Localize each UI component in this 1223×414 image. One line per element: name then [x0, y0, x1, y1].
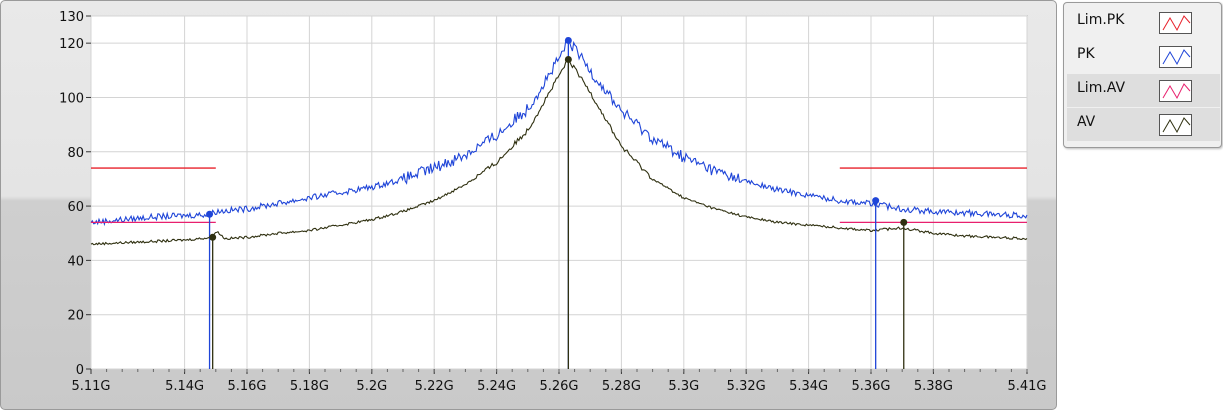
x-tick-label: 5.24G	[477, 379, 516, 394]
y-tick-label: 120	[59, 37, 84, 52]
x-tick-label: 5.36G	[851, 379, 890, 394]
x-tick-label: 5.41G	[1007, 379, 1046, 394]
legend-swatch-icon	[1159, 114, 1192, 136]
legend-label: Lim.AV	[1077, 80, 1126, 96]
peak-marker-point	[206, 210, 214, 218]
x-tick-label: 5.22G	[415, 379, 454, 394]
legend-label: Lim.PK	[1077, 12, 1125, 28]
chart-svg: 0 20 40 60 80 100 120 130 5.11G 5.14G 5.16G 5.18G 5.…	[59, 10, 1046, 394]
x-tick-label: 5.14G	[165, 379, 204, 394]
legend-swatch-icon	[1159, 46, 1192, 68]
legend-line	[1162, 15, 1191, 32]
x-tick-label: 5.18G	[290, 379, 329, 394]
x-tick-label: 5.16G	[227, 379, 266, 394]
x-tick-label: 5.34G	[789, 379, 828, 394]
y-tick-label: 100	[59, 91, 84, 106]
legend-label: AV	[1077, 114, 1096, 130]
y-tick-label: 0	[76, 363, 84, 378]
y-tick-label: 40	[67, 254, 84, 269]
y-tick-label: 60	[67, 200, 84, 215]
legend-item-lim-pk[interactable]: Lim.PK	[1067, 6, 1220, 39]
legend-item-lim-av[interactable]: Lim.AV	[1067, 74, 1220, 107]
x-tick-label: 5.28G	[602, 379, 641, 394]
plot-legend: Lim.PK PK Lim.AV AV	[1063, 2, 1222, 148]
x-tick-label: 5.32G	[727, 379, 766, 394]
x-tick-label: 5.2G	[356, 379, 387, 394]
peak-marker-point	[872, 197, 880, 205]
peak-marker-point	[900, 218, 908, 226]
series-line-av	[90, 57, 1028, 246]
legend-label: PK	[1077, 46, 1095, 62]
x-tick-label: 5.3G	[668, 379, 699, 394]
legend-line	[1162, 117, 1191, 134]
legend-item-av[interactable]: AV	[1067, 108, 1220, 141]
x-tick-label: 5.38G	[914, 379, 953, 394]
series-line-pk	[90, 37, 1028, 227]
legend-line	[1162, 49, 1191, 66]
y-tick-label: 20	[67, 309, 84, 324]
y-tick-label: 130	[59, 10, 84, 25]
peak-marker-point	[209, 233, 217, 241]
y-tick-label: 80	[67, 146, 84, 161]
peak-marker-point	[564, 55, 572, 63]
legend-line	[1162, 83, 1191, 100]
legend-item-pk[interactable]: PK	[1067, 40, 1220, 73]
legend-swatch-icon	[1159, 12, 1192, 34]
peak-marker-point	[564, 36, 572, 44]
x-tick-label: 5.11G	[71, 379, 110, 394]
x-tick-label: 5.26G	[539, 379, 578, 394]
legend-swatch-icon	[1159, 80, 1192, 102]
